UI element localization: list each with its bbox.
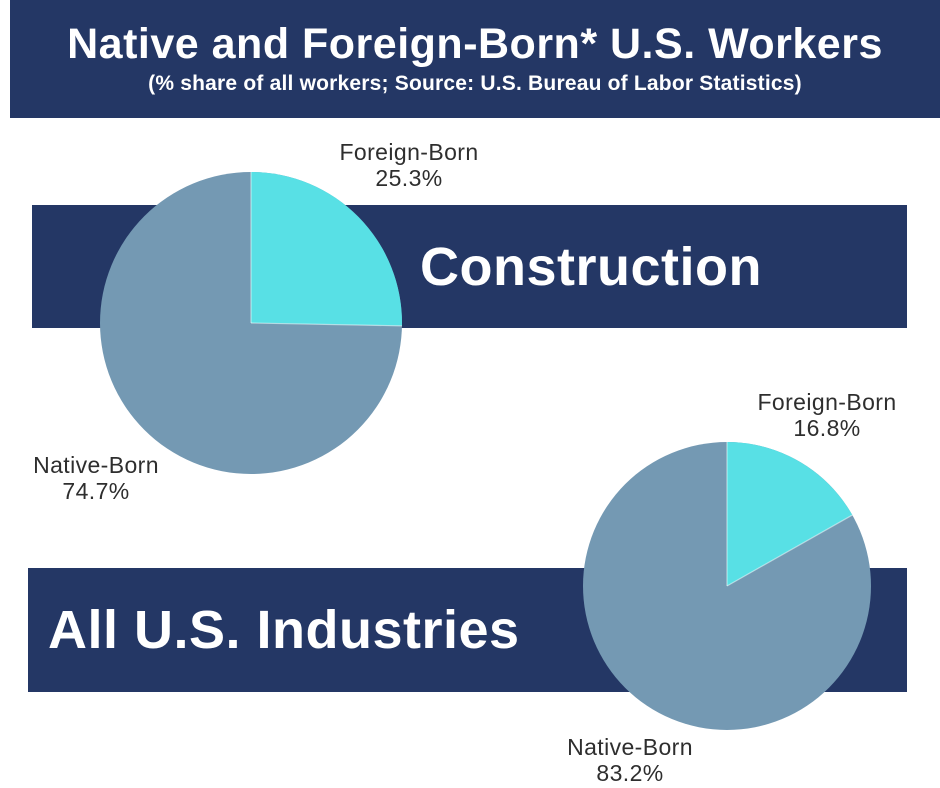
pie-chart-all-industries bbox=[583, 442, 871, 730]
slice-name: Foreign-Born bbox=[339, 139, 479, 165]
header-banner: Native and Foreign-Born* U.S. Workers (%… bbox=[10, 0, 940, 118]
pie-chart-construction bbox=[100, 172, 402, 474]
label-industries-foreign-born: Foreign-Born 16.8% bbox=[717, 389, 937, 441]
slice-value: 25.3% bbox=[375, 165, 443, 191]
label-construction-native-born: Native-Born 74.7% bbox=[0, 452, 206, 504]
label-industries-native-born: Native-Born 83.2% bbox=[520, 734, 740, 786]
slice-name: Native-Born bbox=[567, 734, 693, 760]
page-title: Native and Foreign-Born* U.S. Workers bbox=[67, 20, 883, 69]
band-construction-label: Construction bbox=[420, 236, 762, 297]
slice-value: 16.8% bbox=[793, 415, 861, 441]
label-construction-foreign-born: Foreign-Born 25.3% bbox=[299, 139, 519, 191]
page-subtitle: (% share of all workers; Source: U.S. Bu… bbox=[148, 71, 802, 95]
slice-value: 83.2% bbox=[596, 760, 664, 786]
slice-name: Foreign-Born bbox=[757, 389, 897, 415]
band-industries-label: All U.S. Industries bbox=[48, 600, 520, 660]
slice-name: Native-Born bbox=[33, 452, 159, 478]
slice-value: 74.7% bbox=[62, 478, 130, 504]
